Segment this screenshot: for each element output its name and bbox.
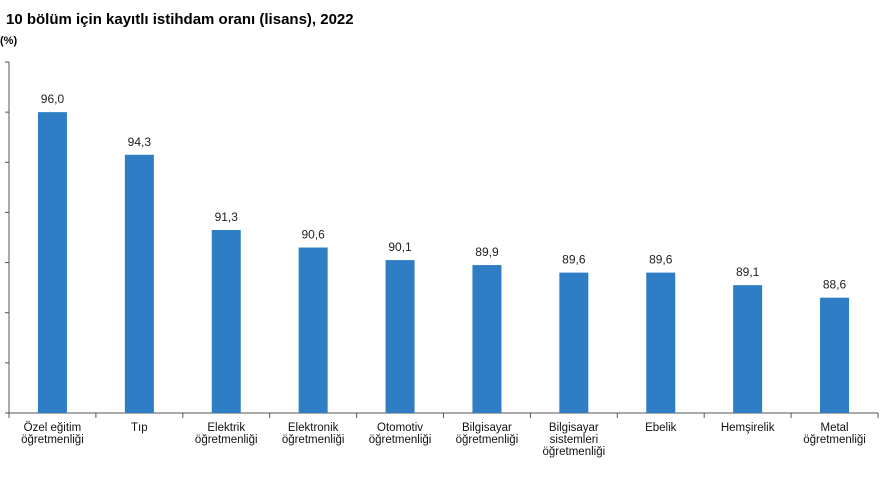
category-label: Otomotiv öğretmenliği: [369, 422, 432, 446]
category-label: Hemşirelik: [721, 422, 775, 434]
bar: [733, 285, 763, 413]
category-label: Elektrik öğretmenliği: [195, 422, 258, 446]
data-label: 96,0: [41, 92, 65, 106]
category-label: Elektronik öğretmenliği: [282, 422, 345, 446]
category-label: Bilgisayar sistemleri öğretmenliği: [543, 422, 606, 458]
data-label: 89,6: [562, 253, 586, 267]
data-label: 94,3: [128, 135, 152, 149]
bar: [646, 272, 676, 413]
bar: [37, 112, 67, 414]
bar: [211, 229, 241, 413]
data-label: 88,6: [823, 278, 847, 292]
data-label: 89,9: [475, 245, 499, 259]
bar: [559, 272, 589, 413]
data-label: 89,1: [736, 265, 760, 279]
category-label: Tıp: [131, 422, 148, 434]
data-label: 91,3: [215, 210, 239, 224]
category-label: Metal öğretmenliği: [803, 422, 866, 446]
category-label: Bilgisayar öğretmenliği: [456, 422, 519, 446]
chart-title: 10 bölüm için kayıtlı istihdam oranı (li…: [6, 11, 354, 28]
bar: [124, 154, 154, 413]
category-label: Özel eğitim öğretmenliği: [21, 422, 84, 446]
chart-value-labels: 96,0 94,3 91,3 90,6 90,1 89,9 89,6 89,6 89,1 88,6: [41, 92, 847, 292]
data-label: 90,1: [388, 240, 412, 254]
chart-category-labels: Özel eğitim öğretmenliği Tıp Elektrik öğretm…: [21, 422, 866, 458]
bar: [820, 297, 850, 413]
category-label: Ebelik: [645, 422, 677, 434]
chart-bars: [37, 112, 850, 414]
data-label: 90,6: [301, 228, 325, 242]
bar: [385, 260, 415, 413]
bar: [298, 247, 328, 413]
bar: [472, 265, 502, 413]
y-axis-unit-label: (%): [0, 35, 18, 47]
data-label: 89,6: [649, 253, 673, 267]
